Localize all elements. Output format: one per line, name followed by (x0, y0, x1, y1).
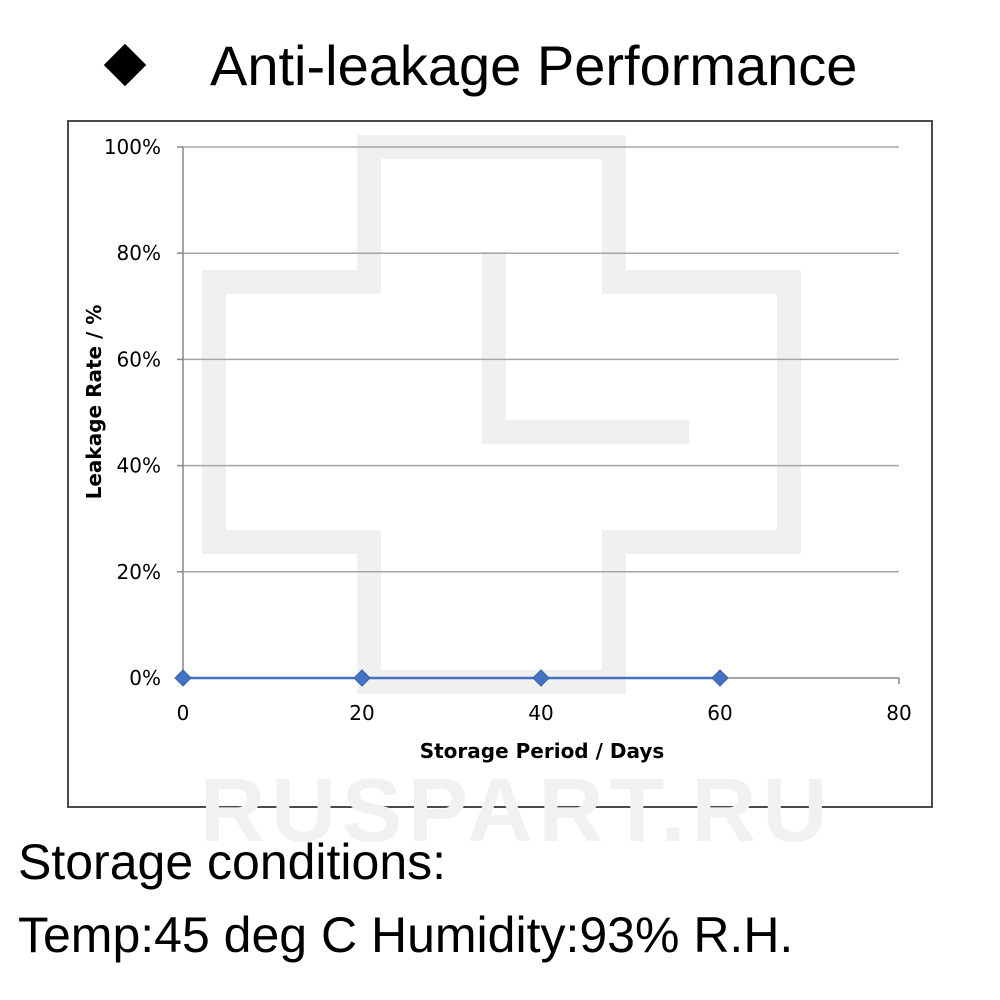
x-tick-label: 40 (528, 701, 553, 725)
chart-frame: 0% 20% 40% 60% 80% 100% 0 20 40 60 80 Storage Peri… (67, 120, 933, 808)
y-tick-label: 40% (117, 454, 161, 478)
x-tick-label: 60 (707, 701, 732, 725)
y-tick-label: 100% (104, 135, 161, 159)
data-point-marker (532, 669, 550, 687)
diamond-bullet-icon (103, 43, 147, 87)
y-tick-label: 60% (117, 347, 161, 371)
tick-labels: 0% 20% 40% 60% 80% 100% 0 20 40 60 80 (104, 135, 912, 725)
grid (183, 146, 899, 573)
y-tick-label: 0% (129, 666, 161, 690)
data-point-marker (174, 669, 192, 687)
page-title: Anti-leakage Performance (210, 34, 858, 97)
storage-conditions-values: Temp:45 deg C Humidity:93% R.H. (18, 907, 794, 963)
y-tick-label: 20% (117, 560, 161, 584)
y-tick-label: 80% (117, 241, 161, 265)
chart: 0% 20% 40% 60% 80% 100% 0 20 40 60 80 Storage Peri… (82, 135, 912, 763)
data-point-marker (353, 669, 371, 687)
data-point-marker (711, 669, 729, 687)
x-axis-label: Storage Period / Days (420, 739, 665, 763)
title-row: Anti-leakage Performance (0, 30, 1000, 110)
storage-conditions-heading: Storage conditions: (18, 834, 447, 890)
x-tick-label: 80 (886, 701, 911, 725)
watermark-cross (202, 135, 801, 694)
watermark-text: RUSPART.RU (200, 761, 834, 861)
y-axis-label: Leakage Rate / % (82, 305, 106, 500)
x-tick-label: 0 (177, 701, 190, 725)
x-tick-label: 20 (349, 701, 374, 725)
series (174, 669, 729, 687)
